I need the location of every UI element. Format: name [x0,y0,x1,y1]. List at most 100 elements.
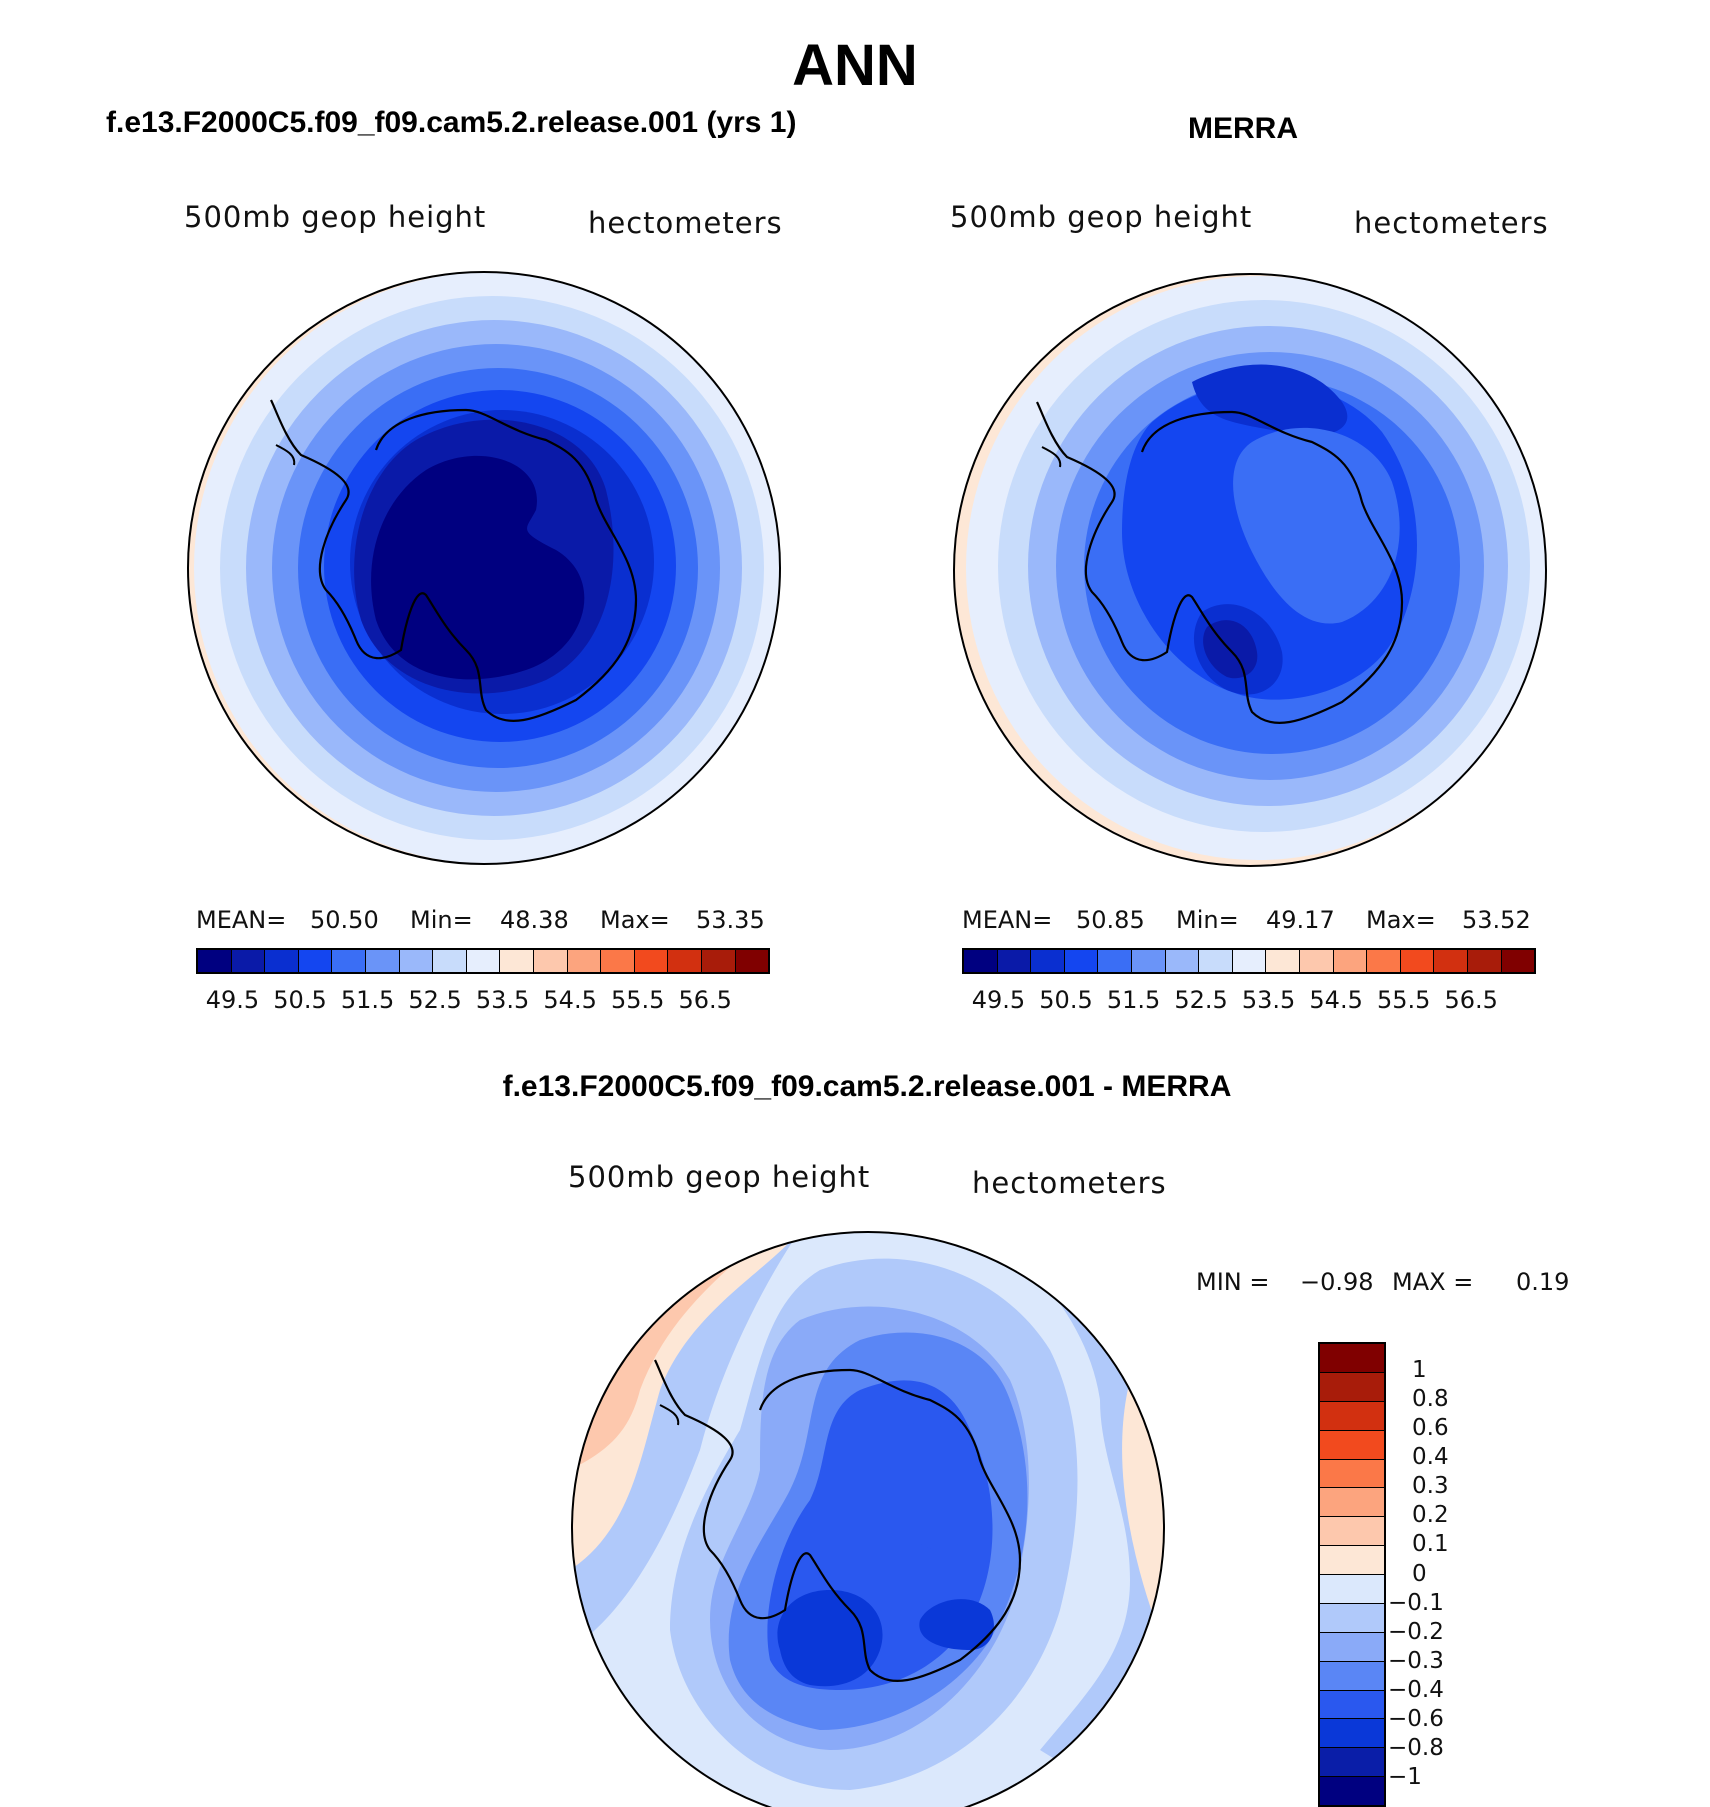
diff-colorbar-labels: 1 0.8 0.6 0.4 0.3 0.2 0.1 0 −0.1 −0.2 −0.3 −0.4 −0.6… [1388,1342,1516,1807]
panel1-colorbar-tick-label: 51.5 [340,986,395,1014]
diff-colorbar-swatch [1320,1661,1384,1691]
panel2-variable-label: 500mb geop height [950,200,1253,234]
diff-colorbar-swatch [1320,1488,1384,1518]
diff-colorbar-swatch [1320,1344,1384,1373]
diff-colorbar-swatch [1320,1430,1384,1460]
diff-colorbar-swatch [1320,1777,1384,1805]
diff-colorbar-tick-label: −0.2 [1388,1618,1444,1645]
panel2-colorbar-swatch [1098,950,1132,972]
diff-units-label: hectometers [972,1166,1167,1200]
diff-colorbar-swatch [1320,1401,1384,1431]
diff-colorbar-tick-label: 0.1 [1412,1531,1449,1558]
diff-colorbar-tick-label: −0.8 [1388,1734,1444,1761]
panel2-colorbar-swatch [1064,950,1099,972]
panel1-colorbar-swatch [332,950,366,972]
diff-colorbar-tick-label: 0.4 [1412,1444,1449,1471]
panel1-colorbar-swatch [601,950,635,972]
diff-min-value: −0.98 [1300,1268,1374,1296]
diff-colorbar-tick-label: 1 [1412,1357,1427,1384]
diff-colorbar-swatch [1320,1603,1384,1633]
panel1-colorbar-tick-label: 56.5 [678,986,732,1014]
diff-colorbar-tick-label: 0 [1412,1560,1427,1587]
panel2-colorbar-swatch [1299,950,1334,972]
panel1-colorbar-labels: 49.5 50.5 51.5 52.5 53.5 54.5 55.5 56.5 [196,986,770,1016]
diff-title: f.e13.F2000C5.f09_f09.cam5.2.release.001… [502,1070,1232,1103]
panel1-colorbar-swatch [265,950,299,972]
diff-colorbar-tick-label: −0.3 [1388,1647,1444,1674]
panel2-colorbar-tick-label: 55.5 [1376,986,1431,1014]
panel1-min-label: Min= [410,906,473,934]
panel2-colorbar-swatch [1165,950,1200,972]
panel2-case-title: MERRA [1188,112,1298,145]
panel1-colorbar-swatch [701,950,736,972]
diff-colorbar-swatch [1320,1459,1384,1489]
panel1-colorbar-swatch [735,950,769,972]
panel2-colorbar-tick-label: 53.5 [1241,986,1296,1014]
panel2-coastline [1036,401,1404,724]
panel2-colorbar-tick-label: 50.5 [1039,986,1093,1014]
panel1-polar-map [187,271,781,865]
diff-colorbar-swatch [1320,1546,1384,1575]
panel1-colorbar-tick-label: 49.5 [205,986,260,1014]
panel1-colorbar-swatch [198,950,232,972]
diff-colorbar-swatch [1320,1517,1384,1547]
panel2-colorbar-swatch [1232,950,1267,972]
panel1-colorbar-swatch [634,950,669,972]
panel1-colorbar-swatch [365,950,400,972]
panel2-colorbar-labels: 49.5 50.5 51.5 52.5 53.5 54.5 55.5 56.5 [962,986,1536,1016]
diff-colorbar-tick-label: −0.1 [1388,1589,1444,1616]
panel1-mean-value: 50.50 [310,906,379,934]
panel1-colorbar [196,948,770,974]
panel2-colorbar-swatch [1266,950,1300,972]
diff-coastline [654,1359,1022,1682]
panel1-colorbar-swatch [298,950,333,972]
diff-colorbar-tick-label: 0.6 [1412,1415,1449,1442]
panel2-max-label: Max= [1366,906,1436,934]
diff-colorbar-swatch [1320,1690,1384,1720]
diff-colorbar-swatch [1320,1575,1384,1604]
panel2-colorbar-swatch [1434,950,1468,972]
panel2-colorbar-swatch [1367,950,1401,972]
diff-colorbar-tick-label: −0.4 [1388,1676,1444,1703]
panel1-colorbar-swatch [231,950,266,972]
diff-variable-label: 500mb geop height [568,1160,871,1194]
diff-colorbar-tick-label: 0.2 [1412,1502,1449,1529]
panel1-colorbar-tick-label: 52.5 [408,986,462,1014]
panel1-colorbar-tick-label: 53.5 [475,986,530,1014]
panel1-colorbar-tick-label: 54.5 [543,986,597,1014]
panel2-colorbar-swatch [997,950,1032,972]
panel2-colorbar-swatch [1333,950,1368,972]
panel2-colorbar-swatch [1131,950,1166,972]
panel2-mean-value: 50.85 [1076,906,1145,934]
panel1-colorbar-swatch [567,950,602,972]
diff-colorbar-tick-label: −0.6 [1388,1705,1444,1732]
panel2-polar-map [953,273,1547,867]
panel2-colorbar-swatch [964,950,998,972]
panel1-colorbar-tick-label: 55.5 [610,986,665,1014]
diff-max-label: MAX = [1392,1268,1474,1296]
panel2-colorbar-tick-label: 52.5 [1174,986,1228,1014]
panel1-mean-label: MEAN= [196,906,287,934]
panel2-colorbar-tick-label: 51.5 [1106,986,1161,1014]
panel2-colorbar-tick-label: 49.5 [971,986,1026,1014]
panel1-colorbar-swatch [466,950,501,972]
panel1-max-value: 53.35 [696,906,765,934]
panel2-colorbar-tick-label: 54.5 [1309,986,1363,1014]
panel1-colorbar-tick-label: 50.5 [273,986,327,1014]
panel2-colorbar-swatch [1467,950,1502,972]
panel1-variable-label: 500mb geop height [184,200,487,234]
diff-polar-map [571,1231,1165,1807]
panel2-min-value: 49.17 [1266,906,1335,934]
panel2-colorbar-swatch [1501,950,1535,972]
panel1-case-title: f.e13.F2000C5.f09_f09.cam5.2.release.001… [106,106,797,139]
panel2-colorbar [962,948,1536,974]
diff-max-value: 0.19 [1516,1268,1570,1296]
panel1-colorbar-swatch [533,950,568,972]
figure-title: ANN [792,33,918,98]
diff-colorbar [1318,1342,1386,1807]
panel2-mean-label: MEAN= [962,906,1053,934]
panel2-colorbar-swatch [1031,950,1065,972]
panel1-colorbar-swatch [668,950,702,972]
panel1-colorbar-swatch [433,950,467,972]
diff-colorbar-swatch [1320,1748,1384,1778]
